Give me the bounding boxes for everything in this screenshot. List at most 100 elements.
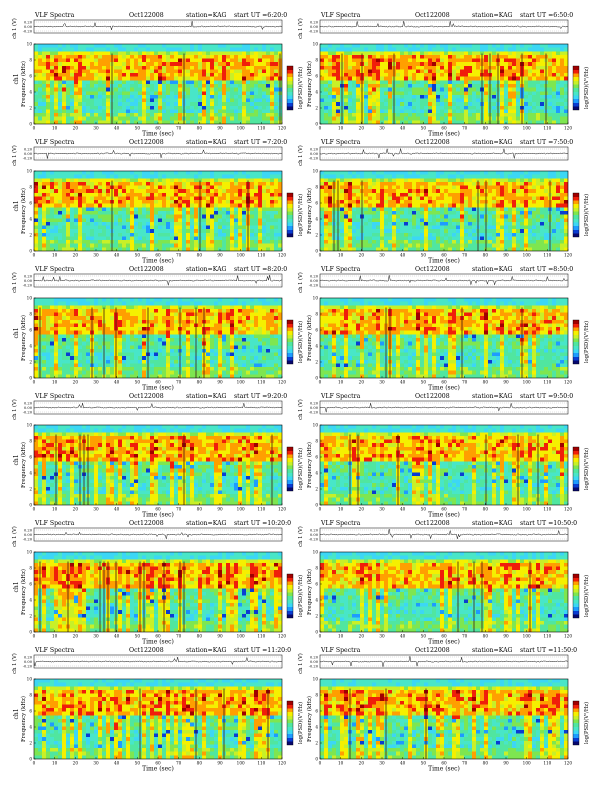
- spectrogram-cell: [254, 84, 258, 88]
- spectrogram-cell: [142, 69, 146, 73]
- spectrogram-cell: [364, 95, 368, 99]
- spectrogram-cell: [202, 204, 206, 208]
- spectrogram-cell: [274, 218, 278, 222]
- spectrogram-cell: [222, 59, 226, 63]
- spectrogram-cell: [102, 59, 106, 63]
- spectrogram-cell: [424, 109, 428, 113]
- spectrogram-cell: [266, 55, 270, 59]
- spectrogram-cell: [154, 182, 158, 186]
- spectrogram-cell: [396, 120, 400, 124]
- spectrogram-cell: [420, 175, 424, 179]
- spectrogram-cell: [424, 175, 428, 179]
- spectrogram-cell: [62, 244, 66, 248]
- spectrogram-cell: [66, 222, 70, 226]
- spectrogram-cell: [452, 77, 456, 81]
- spectrogram-cell: [134, 88, 138, 92]
- spectrogram-cell: [106, 222, 110, 226]
- spectrogram-cell: [118, 73, 122, 77]
- spectrogram-cell: [138, 222, 142, 226]
- y-axis-label: Frequency (kHz): [20, 61, 27, 107]
- spectrogram-cell: [504, 62, 508, 66]
- spectrogram-cell: [412, 66, 416, 70]
- spectrogram-cell: [70, 222, 74, 226]
- spectrogram-cell: [460, 106, 464, 110]
- spectrogram-cell: [258, 99, 262, 103]
- spectrogram-cell: [214, 175, 218, 179]
- spectrogram-cell: [452, 207, 456, 211]
- spectrogram-cell: [58, 226, 62, 230]
- spectrogram-cell: [82, 226, 86, 230]
- spectrogram-cell: [198, 88, 202, 92]
- spectrogram-cell: [222, 218, 226, 222]
- spectrogram-cell: [420, 69, 424, 73]
- spectrogram-cell: [250, 178, 254, 182]
- spectrogram-cell: [512, 106, 516, 110]
- spectrogram-cell: [150, 186, 154, 190]
- spectrogram-cell: [238, 178, 242, 182]
- spectrogram-cell: [206, 233, 210, 237]
- spectrogram-cell: [126, 59, 130, 63]
- spectrogram-cell: [74, 200, 78, 204]
- spectrogram-cell: [262, 215, 266, 219]
- spectrogram-cell: [126, 80, 130, 84]
- spectrogram-cell: [472, 55, 476, 59]
- spectrogram-cell: [190, 102, 194, 106]
- spectrogram-cell: [186, 62, 190, 66]
- spectrogram-cell: [416, 117, 420, 121]
- spectrogram-cell: [372, 120, 376, 124]
- colorbar-swatch: [287, 95, 293, 99]
- spectrogram-cell: [416, 51, 420, 55]
- spectrogram-cell: [174, 44, 178, 48]
- spectrogram-cell: [118, 84, 122, 88]
- spectrogram-cell: [54, 207, 58, 211]
- spectrogram-cell: [262, 186, 266, 190]
- spectrogram-cell: [194, 77, 198, 81]
- spectrogram-cell: [122, 218, 126, 222]
- spectrogram-cell: [548, 109, 552, 113]
- spectrogram-cell: [230, 69, 234, 73]
- spectrogram-cell: [158, 88, 162, 92]
- spectrogram-cell: [328, 84, 332, 88]
- spectrogram-cell: [226, 222, 230, 226]
- spectrogram-cell: [320, 171, 324, 175]
- spectrogram-cell: [178, 51, 182, 55]
- spectrogram-cell: [266, 196, 270, 200]
- spectrogram-cell: [190, 193, 194, 197]
- spectrogram-cell: [222, 44, 226, 48]
- spectrogram-cell: [258, 77, 262, 81]
- spectrogram-cell: [138, 106, 142, 110]
- spectrogram-cell: [206, 171, 210, 175]
- spectrogram-cell: [536, 186, 540, 190]
- spectrogram-cell: [448, 66, 452, 70]
- spectrogram-cell: [278, 204, 282, 208]
- spectrogram-cell: [424, 59, 428, 63]
- spectrogram-cell: [114, 66, 118, 70]
- spectrogram-cell: [46, 80, 50, 84]
- spectrogram-cell: [468, 55, 472, 59]
- spectrogram-cell: [202, 247, 206, 251]
- spectrogram-cell: [500, 120, 504, 124]
- spectrogram-cell: [376, 102, 380, 106]
- spectrogram-cell: [548, 102, 552, 106]
- spectrogram-cell: [78, 80, 82, 84]
- spectrogram-cell: [230, 175, 234, 179]
- spectrogram-cell: [340, 189, 344, 193]
- spectrogram-cell: [94, 59, 98, 63]
- spectrogram-cell: [528, 77, 532, 81]
- spectrogram-cell: [86, 69, 90, 73]
- spectrogram-cell: [368, 113, 372, 117]
- spectrogram-cell: [250, 48, 254, 52]
- spectrogram-cell: [94, 222, 98, 226]
- spectrogram-cell: [210, 211, 214, 215]
- spectrogram-cell: [278, 207, 282, 211]
- spectrogram-cell: [126, 186, 130, 190]
- spectrogram-cell: [492, 117, 496, 121]
- spectrogram-cell: [508, 113, 512, 117]
- spectrogram-cell: [484, 44, 488, 48]
- spectrogram-cell: [266, 88, 270, 92]
- spectrogram-cell: [384, 73, 388, 77]
- spectrogram-cell: [508, 171, 512, 175]
- spectrogram-cell: [182, 196, 186, 200]
- spectrogram-cell: [186, 117, 190, 121]
- spectrogram-cell: [194, 244, 198, 248]
